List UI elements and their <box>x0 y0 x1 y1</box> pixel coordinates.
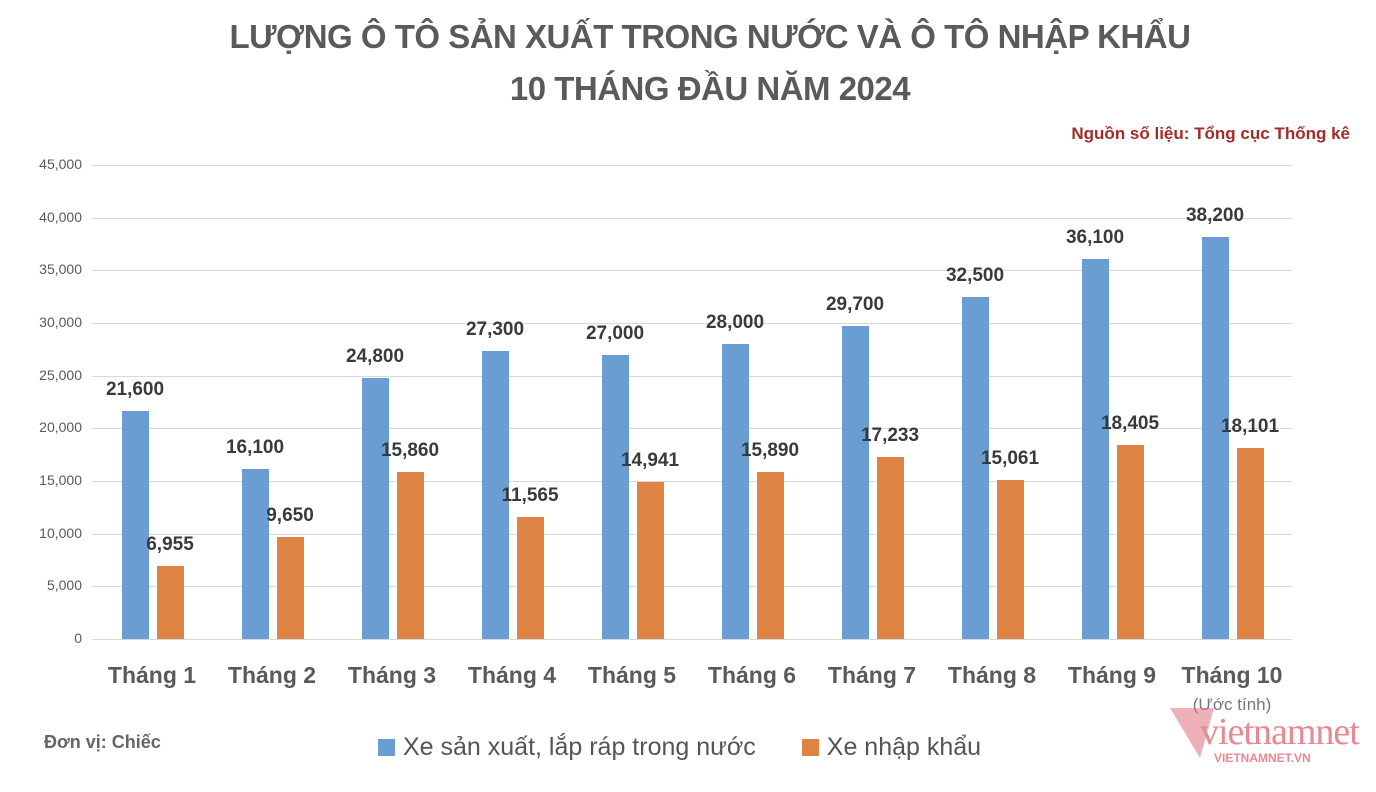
gridline <box>92 586 1292 588</box>
legend-swatch-imported <box>801 739 819 756</box>
vietnamnet-watermark: vietnamnet VIETNAMNET.VN <box>1170 708 1360 766</box>
value-label-imported: 15,061 <box>980 448 1040 470</box>
value-label-imported: 18,101 <box>1220 416 1280 438</box>
unit-label: Đơn vị: Chiếc <box>44 732 161 752</box>
y-tick-label: 45,000 <box>39 156 82 172</box>
value-label-domestic: 28,000 <box>705 312 765 334</box>
x-axis-label: Tháng 5 <box>587 662 677 688</box>
gridline <box>92 481 1292 482</box>
value-label-imported: 18,405 <box>1100 413 1160 435</box>
chart-title-line2: 10 THÁNG ĐẦU NĂM 2024 <box>509 70 911 107</box>
value-label-domestic: 21,600 <box>105 379 165 401</box>
legend-label-domestic: Xe sản xuất, lắp ráp trong nước <box>403 733 756 761</box>
value-label-imported: 11,565 <box>501 485 559 507</box>
value-label-domestic: 27,000 <box>585 322 645 344</box>
gridline <box>92 533 1292 535</box>
value-label-imported: 17,233 <box>860 425 920 447</box>
watermark-subtext: VIETNAMNET.VN <box>1214 751 1311 765</box>
value-label-domestic: 24,800 <box>345 345 405 367</box>
x-axis-label: Tháng 9 <box>1067 662 1157 688</box>
bar-domestic <box>1202 236 1229 639</box>
bar-imported <box>517 517 544 639</box>
legend-item-domestic: Xe sản xuất, lắp ráp trong nước <box>378 733 756 762</box>
y-tick-label: 25,000 <box>39 366 82 383</box>
bar-domestic <box>482 351 509 639</box>
value-label-imported: 6,955 <box>146 533 194 555</box>
value-label-domestic: 32,500 <box>945 264 1005 286</box>
data-source: Nguồn số liệu: Tổng cục Thống kê <box>1071 124 1350 143</box>
bar-imported <box>157 565 184 639</box>
plot-area: 0 5,000 10,000 15,000 20,000 25,000 30,000 35,0… <box>39 156 1292 646</box>
bar-imported <box>637 481 664 639</box>
y-tick-label: 35,000 <box>39 261 82 278</box>
y-tick-label: 5,000 <box>46 577 82 594</box>
watermark-text: vietnamnet <box>1200 711 1360 753</box>
gridline <box>92 165 1292 166</box>
bar-imported <box>277 537 304 639</box>
gridline <box>92 217 1292 219</box>
gridline <box>92 639 1292 640</box>
bar-imported <box>997 480 1024 639</box>
bar-imported <box>757 471 784 639</box>
x-axis-label: Tháng 8 <box>947 662 1037 688</box>
value-label-domestic: 36,100 <box>1065 226 1125 248</box>
bar-domestic <box>362 377 389 639</box>
x-axis-label: Tháng 4 <box>467 662 557 688</box>
y-tick-label: 0 <box>74 630 82 646</box>
bar-imported <box>1237 448 1264 639</box>
bar-domestic <box>842 326 869 639</box>
value-label-domestic: 38,200 <box>1185 204 1245 226</box>
value-label-imported: 14,941 <box>620 449 680 471</box>
bar-imported <box>877 457 904 639</box>
x-axis-label: Tháng 1 <box>107 662 197 688</box>
bar-domestic <box>242 469 269 639</box>
bar-imported <box>397 471 424 639</box>
gridline <box>92 270 1292 272</box>
x-axis-label: Tháng 10 <box>1181 662 1283 688</box>
gridline <box>92 428 1292 430</box>
gridline <box>92 375 1292 377</box>
bar-domestic <box>722 344 749 639</box>
value-label-imported: 9,650 <box>266 505 314 527</box>
y-tick-label: 40,000 <box>39 208 82 225</box>
x-axis-label: Tháng 3 <box>347 662 437 688</box>
watermark-v-icon <box>1170 708 1214 758</box>
y-tick-label: 15,000 <box>39 472 82 488</box>
x-axis-label: Tháng 2 <box>227 662 317 688</box>
y-tick-label: 30,000 <box>39 314 82 330</box>
bar-domestic <box>1082 258 1109 639</box>
y-tick-label: 10,000 <box>39 524 82 541</box>
value-label-domestic: 27,300 <box>465 319 525 341</box>
chart-title-line1: LƯỢNG Ô TÔ SẢN XUẤT TRONG NƯỚC VÀ Ô TÔ N… <box>229 18 1191 55</box>
y-tick-label: 20,000 <box>39 419 82 436</box>
value-label-domestic: 16,100 <box>225 437 285 459</box>
bar-domestic <box>962 296 989 639</box>
legend: Xe sản xuất, lắp ráp trong nước Xe nhập … <box>378 733 1027 762</box>
bar-domestic <box>122 411 149 639</box>
value-label-imported: 15,860 <box>380 439 440 461</box>
bar-domestic <box>602 354 629 639</box>
value-label-domestic: 29,700 <box>825 294 885 316</box>
legend-label-imported: Xe nhập khẩu <box>826 733 982 761</box>
gridline <box>92 323 1292 324</box>
bar-imported <box>1117 445 1144 639</box>
legend-swatch-domestic <box>378 739 395 756</box>
x-axis-label: Tháng 7 <box>827 662 917 688</box>
value-label-imported: 15,890 <box>740 439 800 461</box>
x-axis-label: Tháng 6 <box>707 662 797 688</box>
legend-item-imported: Xe nhập khẩu <box>801 733 982 762</box>
